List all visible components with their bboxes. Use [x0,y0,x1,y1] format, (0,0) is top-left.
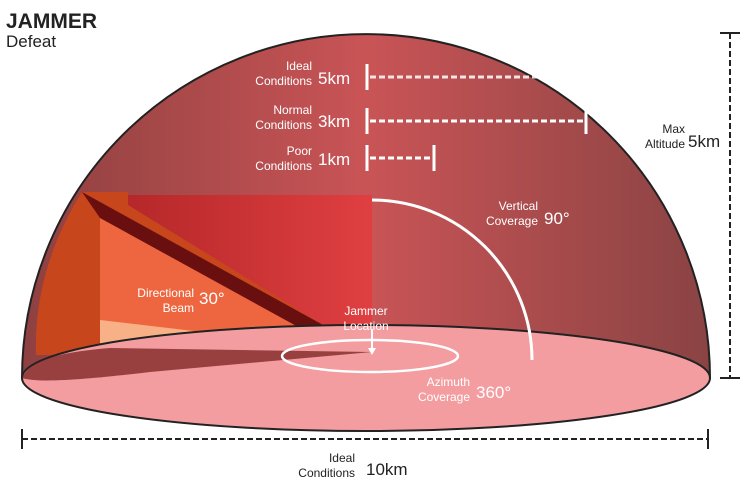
vertical-coverage-label-bottom: Coverage [486,214,538,228]
altitude-bracket [720,32,740,379]
azimuth-coverage-label-top: Azimuth [427,375,470,389]
range-bar-normal [365,108,588,134]
jammer-location-arrowhead [368,348,376,355]
altitude-label-bottom: Altitude [645,137,685,151]
range-bar-poor [365,145,436,171]
range-normal-value: 3km [318,112,350,131]
beam-label-bottom: Beam [163,301,194,315]
jammer-location-label-bottom: Location [343,319,388,333]
diameter-label-bottom: Conditions [298,466,355,480]
altitude-value: 5km [688,132,720,151]
range-ideal-label-bottom: Conditions [255,74,312,88]
range-poor-label-bottom: Conditions [255,159,312,173]
azimuth-coverage-label-bottom: Coverage [418,390,470,404]
vertical-coverage-arc [371,198,534,361]
directional-beam-wedge-dark [82,192,372,352]
beam-label-top: Directional [137,286,194,300]
range-normal-label-top: Normal [273,103,312,117]
beam-value: 30° [199,289,225,308]
altitude-label-top: Max [662,122,685,136]
vertical-coverage-label-top: Vertical [499,199,538,213]
azimuth-coverage-value: 360° [476,383,511,402]
diameter-label-top: Ideal [329,451,355,465]
range-bar-ideal [365,64,712,90]
jammer-location-label-top: Jammer [344,304,387,318]
diameter-bracket [21,429,709,449]
vertical-coverage-value: 90° [544,209,570,228]
azimuth-coverage-ring [280,338,460,374]
range-ideal-value: 5km [318,69,350,88]
range-ideal-label-top: Ideal [286,59,312,73]
range-poor-value: 1km [318,150,350,169]
diameter-value: 10km [366,460,408,479]
page-subtitle: Defeat [6,32,56,51]
beam-base-shadow [22,348,372,381]
range-normal-label-bottom: Conditions [255,118,312,132]
range-poor-label-top: Poor [287,144,312,158]
page-title: JAMMER [6,10,97,33]
